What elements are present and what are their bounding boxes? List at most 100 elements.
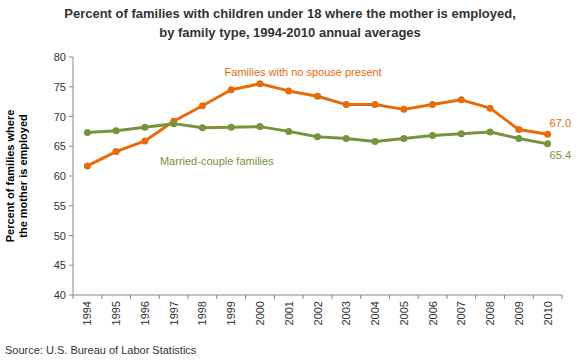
title-line: by family type, 1994-2010 annual average… (159, 25, 421, 40)
x-tick-label: 1997 (168, 301, 180, 325)
point (400, 106, 407, 113)
point (372, 101, 379, 108)
y-axis-label: Percent of families wherethe mother is e… (4, 110, 29, 243)
y-tick-label: 75 (54, 81, 66, 93)
point (84, 129, 91, 136)
x-tick (245, 295, 246, 299)
x-tick-label: 2010 (542, 301, 554, 325)
y-tick (69, 235, 73, 236)
x-tick (73, 295, 74, 299)
x-tick (446, 295, 447, 299)
x-tick (303, 295, 304, 299)
y-tick-label: 55 (54, 200, 66, 212)
point (141, 137, 148, 144)
y-tick (69, 116, 73, 117)
x-tick (389, 295, 390, 299)
x-tick-label: 2008 (484, 301, 496, 325)
point (343, 101, 350, 108)
point (487, 105, 494, 112)
y-tick-label: 60 (54, 170, 66, 182)
point (515, 135, 522, 142)
point (372, 138, 379, 145)
x-tick-label: 2007 (455, 301, 467, 325)
y-tick-label: 40 (54, 289, 66, 301)
point (458, 130, 465, 137)
y-tick (69, 57, 73, 58)
point (458, 96, 465, 103)
data-label: 65.4 (550, 149, 571, 161)
point (400, 135, 407, 142)
point (544, 131, 551, 138)
point (141, 124, 148, 131)
x-tick (504, 295, 505, 299)
y-tick-label: 65 (54, 140, 66, 152)
point (429, 101, 436, 108)
x-tick-label: 2002 (312, 301, 324, 325)
point (285, 87, 292, 94)
point (487, 128, 494, 135)
point (343, 135, 350, 142)
x-tick (101, 295, 102, 299)
y-tick (69, 146, 73, 147)
title: Percent of families with children under … (64, 6, 516, 40)
y-tick-label: 45 (54, 259, 66, 271)
x-tick-label: 1996 (139, 301, 151, 325)
point (314, 133, 321, 140)
series-line (87, 84, 547, 166)
x-tick-label: 2005 (398, 301, 410, 325)
y-tick-label: 70 (54, 111, 66, 123)
data-label: 67.0 (550, 117, 571, 129)
y-tick (69, 265, 73, 266)
point (256, 80, 263, 87)
x-tick (216, 295, 217, 299)
x-tick (331, 295, 332, 299)
x-tick-label: 2004 (369, 301, 381, 325)
point (84, 162, 91, 169)
point (544, 140, 551, 147)
point (113, 148, 120, 155)
y-label-line: Percent of families where (4, 110, 16, 243)
x-tick (562, 295, 563, 299)
y-tick (69, 295, 73, 296)
point (228, 86, 235, 93)
point (199, 124, 206, 131)
y-tick (69, 176, 73, 177)
point (285, 128, 292, 135)
point (113, 127, 120, 134)
x-tick-label: 2000 (254, 301, 266, 325)
x-tick (188, 295, 189, 299)
x-tick-label: 2001 (283, 301, 295, 325)
x-tick-label: 2009 (513, 301, 525, 325)
series-label: Married-couple families (160, 155, 274, 167)
point (228, 124, 235, 131)
point (515, 126, 522, 133)
x-tick-label: 1999 (225, 301, 237, 325)
x-tick-label: 1998 (196, 301, 208, 325)
chart: Percent of families with children under … (0, 0, 580, 360)
x-tick (475, 295, 476, 299)
y-tick (69, 86, 73, 87)
x-tick-label: 2003 (340, 301, 352, 325)
x-axis-line (73, 295, 562, 296)
y-tick-label: 50 (54, 230, 66, 242)
point (256, 123, 263, 130)
series-label: Families with no spouse present (225, 66, 382, 78)
y-tick (69, 205, 73, 206)
plot-area (84, 80, 551, 169)
point (429, 132, 436, 139)
x-tick (159, 295, 160, 299)
x-tick-label: 1995 (110, 301, 122, 325)
x-tick-label: 2006 (427, 301, 439, 325)
y-label-line: the mother is employed (17, 114, 29, 237)
point (199, 102, 206, 109)
x-tick (360, 295, 361, 299)
x-tick (533, 295, 534, 299)
point (170, 120, 177, 127)
source: Source: U.S. Bureau of Labor Statistics (5, 344, 197, 356)
x-tick-label: 1994 (81, 301, 93, 325)
point (314, 93, 321, 100)
x-tick (274, 295, 275, 299)
x-tick (418, 295, 419, 299)
x-tick (130, 295, 131, 299)
y-tick-label: 80 (54, 51, 66, 63)
